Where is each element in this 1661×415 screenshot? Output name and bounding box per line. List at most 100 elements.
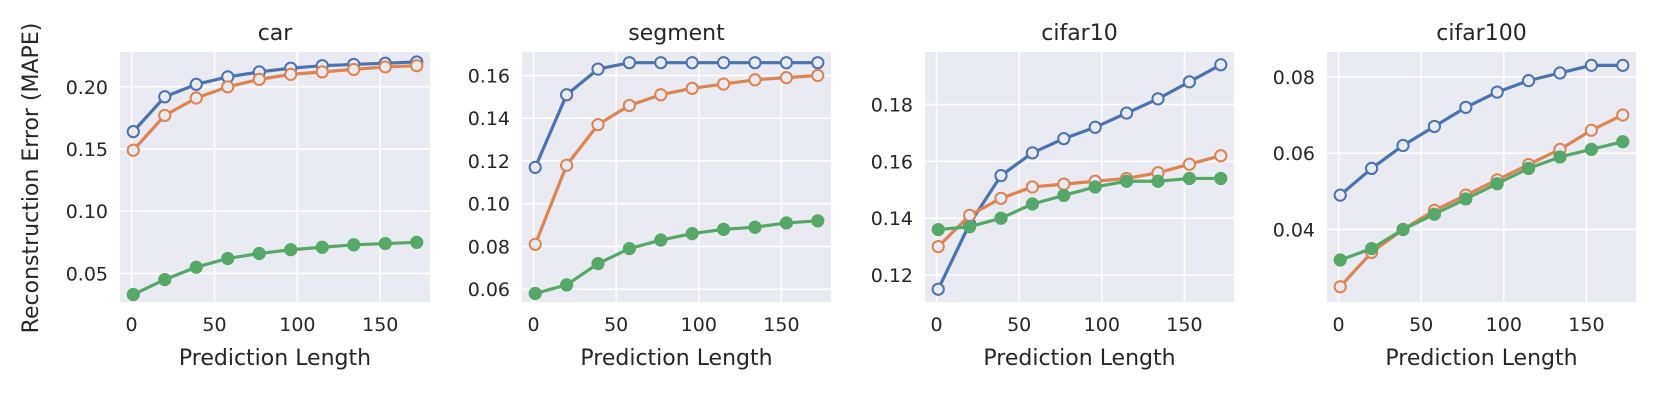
data-point-green	[189, 260, 203, 274]
data-point-blue	[716, 56, 731, 70]
y-tick-label: 0.08	[1273, 67, 1315, 89]
x-axis-label: Prediction Length	[983, 346, 1175, 371]
x-tick-label: 0	[1333, 314, 1345, 336]
data-point-blue	[748, 56, 762, 70]
plot-area	[925, 52, 1234, 302]
data-point-blue	[1119, 106, 1134, 120]
data-point-blue	[528, 160, 542, 174]
data-point-orange	[1616, 108, 1630, 122]
chart-title: cifar10	[1041, 21, 1117, 46]
subplot-cifar100: 0 50 100 150 0.04 0.06 0.08 cifar100 Prediction …	[1273, 21, 1636, 371]
chart-title: cifar100	[1436, 21, 1526, 46]
data-point-green	[410, 235, 424, 249]
y-tick-label: 0.12	[871, 265, 913, 287]
data-point-orange	[622, 98, 637, 113]
plot-area	[522, 52, 831, 302]
data-point-green	[1396, 222, 1410, 237]
data-point-green	[1214, 171, 1228, 186]
data-point-blue	[779, 56, 793, 70]
data-point-blue	[1365, 161, 1379, 176]
series-line-orange	[936, 154, 1223, 249]
data-point-green	[1088, 180, 1102, 194]
x-axis-label: Prediction Length	[179, 346, 371, 371]
x-tick-label: 100	[1486, 314, 1522, 336]
y-tick-label: 0.06	[1273, 143, 1315, 165]
plot-area	[120, 52, 430, 302]
data-point-green	[1427, 207, 1442, 221]
data-point-orange	[1214, 149, 1228, 163]
x-tick-label: 50	[604, 314, 628, 336]
data-point-blue	[1490, 85, 1504, 99]
x-tick-label: 0	[931, 314, 943, 336]
figure-ylabel: Reconstruction Error (MAPE)	[19, 23, 44, 334]
data-point-orange	[158, 108, 172, 123]
data-point-green	[994, 211, 1008, 225]
data-point-green	[1025, 197, 1040, 211]
data-point-green	[622, 241, 637, 256]
data-point-blue	[1057, 132, 1071, 146]
y-tick-label: 0.14	[468, 108, 510, 130]
data-point-green	[158, 273, 172, 287]
x-tick-label: 0	[528, 314, 540, 336]
y-tick-label: 0.18	[871, 95, 913, 117]
y-tick-label: 0.06	[468, 279, 510, 301]
data-point-orange	[963, 208, 977, 222]
y-tick-label: 0.15	[66, 139, 108, 161]
data-point-orange	[347, 62, 361, 77]
x-tick-label: 150	[1568, 314, 1604, 336]
data-point-orange	[560, 158, 574, 172]
data-point-green	[1584, 142, 1598, 156]
data-point-green	[1151, 174, 1165, 188]
y-tick-label: 0.20	[66, 77, 108, 99]
data-point-green	[560, 278, 574, 292]
y-tick-label: 0.10	[66, 201, 108, 223]
chart-title: car	[258, 21, 294, 46]
series-line-orange	[131, 64, 419, 152]
subplot-cifar10: 0 50 100 150 0.12 0.14 0.16 0.18 cifar10 Predicti…	[871, 21, 1234, 371]
data-point-orange	[685, 81, 699, 95]
subplot-car: 0 50 100 150 0.05 0.10 0.15 0.20 car Prediction L…	[66, 21, 430, 371]
x-tick-label: 100	[681, 314, 717, 336]
data-point-orange	[931, 240, 945, 254]
data-point-green	[811, 214, 825, 228]
data-point-orange	[748, 73, 762, 87]
data-point-orange	[1182, 157, 1196, 171]
data-point-orange	[315, 65, 329, 79]
data-point-green	[1459, 192, 1473, 206]
data-point-green	[1365, 241, 1379, 256]
series-line-green	[533, 219, 820, 296]
data-point-orange	[1584, 123, 1598, 137]
y-tick-label: 0.14	[871, 208, 913, 230]
data-point-orange	[284, 67, 298, 81]
data-point-green	[1333, 253, 1347, 267]
data-point-orange	[221, 80, 235, 94]
x-tick-label: 150	[1166, 314, 1202, 336]
data-point-green	[963, 220, 977, 234]
y-tick-label: 0.16	[468, 66, 510, 88]
data-point-blue	[1088, 120, 1102, 134]
data-point-green	[347, 238, 361, 252]
data-point-orange	[716, 77, 731, 91]
series-line-green	[131, 240, 419, 297]
series-line-blue	[533, 61, 820, 169]
x-tick-label: 150	[362, 314, 398, 336]
data-point-green	[1521, 161, 1536, 176]
series-line-green	[936, 176, 1223, 232]
data-point-orange	[126, 143, 140, 157]
data-point-blue	[1151, 92, 1165, 106]
data-point-blue	[1182, 75, 1196, 89]
data-point-blue	[189, 77, 203, 91]
data-point-blue	[811, 56, 825, 70]
data-point-green	[1119, 174, 1134, 188]
data-point-orange	[1025, 180, 1040, 194]
chart-title: segment	[628, 21, 725, 46]
data-point-orange	[528, 237, 542, 251]
data-point-blue	[1521, 74, 1536, 88]
series-line-orange	[1338, 113, 1625, 289]
series-line-orange	[533, 73, 820, 246]
data-point-green	[1553, 150, 1567, 164]
data-point-orange	[591, 118, 605, 132]
data-point-green	[1057, 188, 1071, 203]
series-line-blue	[1338, 63, 1625, 197]
